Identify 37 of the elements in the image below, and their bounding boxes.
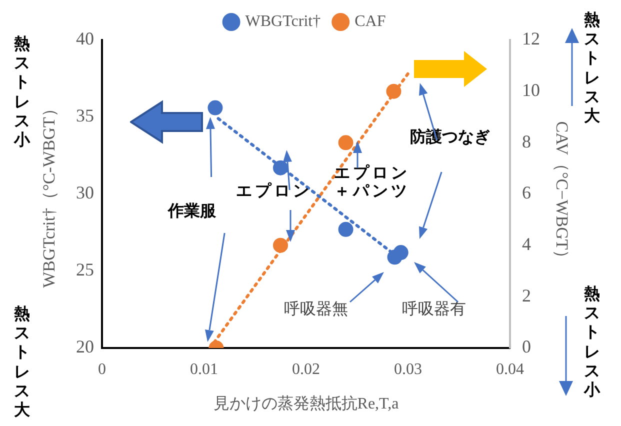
- x-tick-label: 0.02: [292, 360, 320, 378]
- y2-tick-label: 10: [522, 80, 540, 100]
- x-tick-label: 0.03: [394, 360, 422, 378]
- y-tick-label: 35: [76, 106, 94, 126]
- x-axis-title: 見かけの蒸発熱抵抗Re,T,a: [213, 394, 399, 413]
- text: 熱ストレス小: [584, 284, 602, 400]
- y-tick-label: 40: [76, 28, 94, 49]
- annotation: エプロン＋パンツ: [334, 163, 411, 201]
- y2-tick-label: 4: [522, 234, 531, 254]
- point: [338, 222, 354, 237]
- x-tick-label: 0.04: [496, 360, 524, 378]
- text: 熱ストレス大: [584, 10, 601, 126]
- y2-tick-label: 0: [522, 336, 531, 357]
- point: [273, 160, 288, 176]
- y2-tick-label: 12: [522, 28, 540, 49]
- legend-label: CAF: [354, 13, 386, 30]
- y2-tick-label: 6: [522, 182, 531, 203]
- point: [338, 135, 354, 150]
- y-tick-label: 20: [76, 336, 94, 357]
- text: 熱ストレス大: [14, 304, 31, 420]
- x-tick-label: 0: [98, 360, 106, 378]
- y-tick-label: 25: [76, 260, 94, 280]
- y2-tick-label: 2: [522, 285, 531, 306]
- point: [393, 245, 408, 260]
- y-tick-label: 30: [76, 182, 94, 203]
- point: [208, 100, 223, 116]
- annotation: 呼吸器無: [284, 299, 348, 318]
- y2-axis-title: CAV（°C−WBGT）: [552, 121, 572, 267]
- annotation: エプロン: [236, 181, 312, 200]
- annotation: 呼吸器有: [402, 299, 466, 318]
- x-tick-label: 0.01: [190, 360, 218, 378]
- text: 熱ストレス小: [14, 34, 32, 150]
- y2-tick-label: 8: [522, 131, 531, 152]
- y-axis-title: WBGTcrit†（°C-WBGT）: [40, 100, 59, 288]
- point: [386, 84, 402, 99]
- legend-label: WBGTcrit†: [245, 13, 321, 30]
- annotation: 作業服: [168, 201, 216, 220]
